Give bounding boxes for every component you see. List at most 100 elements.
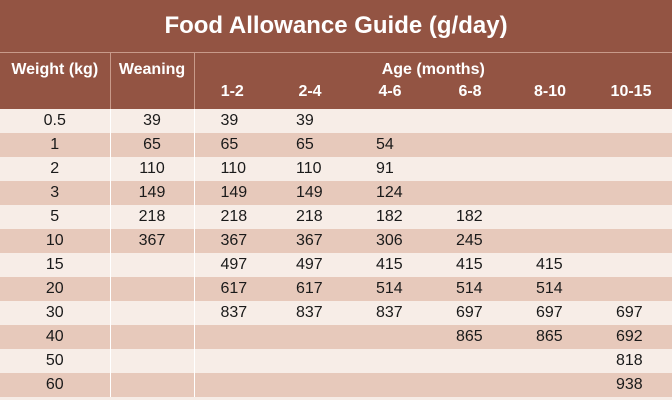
cell-age-8-10 <box>510 373 590 397</box>
cell-age-1-2: 367 <box>194 229 270 253</box>
cell-age-6-8 <box>430 373 510 397</box>
cell-age-1-2: 617 <box>194 277 270 301</box>
header-weaning: Weaning <box>110 53 195 109</box>
cell-age-10-15: 692 <box>590 325 672 349</box>
cell-age-4-6: 182 <box>350 205 430 229</box>
cell-age-4-6 <box>350 373 430 397</box>
cell-age-2-4: 110 <box>270 157 350 181</box>
header-age-group: Age (months) <box>194 53 672 81</box>
cell-age-2-4: 39 <box>270 109 350 133</box>
cell-age-4-6: 54 <box>350 133 430 157</box>
cell-age-4-6 <box>350 109 430 133</box>
cell-age-4-6: 306 <box>350 229 430 253</box>
cell-age-6-8: 415 <box>430 253 510 277</box>
cell-age-8-10 <box>510 205 590 229</box>
cell-age-10-15 <box>590 253 672 277</box>
cell-weaning: 367 <box>110 229 195 253</box>
cell-weight: 5 <box>0 205 111 229</box>
header-age-8-10: 8-10 <box>510 81 590 109</box>
page-title: Food Allowance Guide (g/day) <box>0 0 672 53</box>
allowance-table: Weight (kg) Weaning Age (months) 1-2 2-4… <box>0 53 672 397</box>
cell-age-6-8: 514 <box>430 277 510 301</box>
table-row: 3 149 149 149 124 <box>0 181 672 205</box>
cell-age-4-6: 124 <box>350 181 430 205</box>
cell-age-2-4: 367 <box>270 229 350 253</box>
cell-age-1-2 <box>194 349 270 373</box>
header-age-1-2: 1-2 <box>194 81 270 109</box>
table-row: 40 865 865 692 <box>0 325 672 349</box>
cell-age-10-15 <box>590 229 672 253</box>
cell-age-6-8 <box>430 349 510 373</box>
cell-weaning <box>110 373 195 397</box>
header-age-4-6: 4-6 <box>350 81 430 109</box>
cell-weight: 30 <box>0 301 111 325</box>
cell-age-6-8: 182 <box>430 205 510 229</box>
cell-age-2-4 <box>270 349 350 373</box>
table-row: 50 818 <box>0 349 672 373</box>
cell-age-8-10: 697 <box>510 301 590 325</box>
cell-age-2-4 <box>270 325 350 349</box>
cell-age-10-15 <box>590 181 672 205</box>
cell-weaning <box>110 253 195 277</box>
cell-age-10-15: 818 <box>590 349 672 373</box>
cell-age-2-4: 837 <box>270 301 350 325</box>
cell-age-8-10 <box>510 157 590 181</box>
cell-age-6-8 <box>430 157 510 181</box>
cell-age-4-6 <box>350 325 430 349</box>
cell-age-8-10 <box>510 109 590 133</box>
table-row: 1 65 65 65 54 <box>0 133 672 157</box>
cell-age-10-15 <box>590 157 672 181</box>
cell-age-10-15 <box>590 109 672 133</box>
cell-age-6-8 <box>430 109 510 133</box>
cell-age-2-4: 218 <box>270 205 350 229</box>
cell-age-8-10: 514 <box>510 277 590 301</box>
cell-weight: 40 <box>0 325 111 349</box>
table-row: 2 110 110 110 91 <box>0 157 672 181</box>
cell-weight: 20 <box>0 277 111 301</box>
table-row: 15 497 497 415 415 415 <box>0 253 672 277</box>
cell-weight: 50 <box>0 349 111 373</box>
cell-age-6-8: 865 <box>430 325 510 349</box>
header-weight: Weight (kg) <box>0 53 111 109</box>
table-body: 0.5 39 39 39 1 65 65 65 54 2 110 110 110 91 3 149 149 149… <box>0 109 672 397</box>
cell-weight: 60 <box>0 373 111 397</box>
cell-age-2-4: 617 <box>270 277 350 301</box>
cell-age-8-10 <box>510 349 590 373</box>
cell-age-8-10 <box>510 229 590 253</box>
cell-weight: 2 <box>0 157 111 181</box>
table-row: 60 938 <box>0 373 672 397</box>
cell-weaning: 149 <box>110 181 195 205</box>
cell-age-6-8: 245 <box>430 229 510 253</box>
cell-age-4-6: 514 <box>350 277 430 301</box>
table-header: Weight (kg) Weaning Age (months) 1-2 2-4… <box>0 53 672 109</box>
cell-age-6-8 <box>430 181 510 205</box>
table-row: 30 837 837 837 697 697 697 <box>0 301 672 325</box>
cell-weaning: 65 <box>110 133 195 157</box>
cell-weaning <box>110 301 195 325</box>
cell-weaning <box>110 325 195 349</box>
table-row: 20 617 617 514 514 514 <box>0 277 672 301</box>
cell-weaning <box>110 277 195 301</box>
cell-age-10-15 <box>590 277 672 301</box>
cell-weight: 15 <box>0 253 111 277</box>
cell-age-4-6: 91 <box>350 157 430 181</box>
cell-age-10-15: 697 <box>590 301 672 325</box>
cell-age-10-15: 938 <box>590 373 672 397</box>
cell-age-1-2: 65 <box>194 133 270 157</box>
cell-age-2-4: 149 <box>270 181 350 205</box>
cell-age-2-4: 65 <box>270 133 350 157</box>
cell-age-1-2: 218 <box>194 205 270 229</box>
cell-age-1-2: 39 <box>194 109 270 133</box>
cell-age-1-2 <box>194 373 270 397</box>
cell-age-4-6: 837 <box>350 301 430 325</box>
cell-weaning <box>110 349 195 373</box>
cell-weight: 1 <box>0 133 111 157</box>
cell-age-1-2: 497 <box>194 253 270 277</box>
cell-age-6-8: 697 <box>430 301 510 325</box>
cell-age-2-4 <box>270 373 350 397</box>
cell-weight: 3 <box>0 181 111 205</box>
cell-age-10-15 <box>590 205 672 229</box>
cell-weaning: 218 <box>110 205 195 229</box>
cell-age-4-6: 415 <box>350 253 430 277</box>
